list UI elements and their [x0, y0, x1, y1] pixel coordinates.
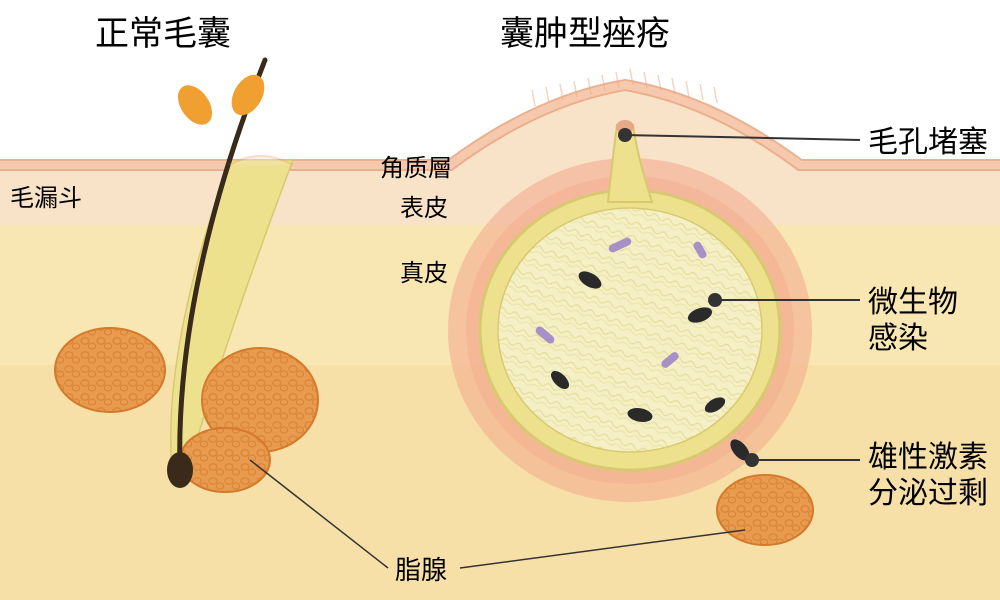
- label-microbial-l1: 微生物: [868, 286, 958, 319]
- label-dermis: 真皮: [400, 260, 448, 289]
- label-infundibulum: 毛漏斗: [10, 185, 82, 214]
- title-cystic-acne: 囊肿型痤疮: [500, 15, 670, 56]
- label-androgen-excess: 雄性激素 分泌过剩: [868, 440, 988, 512]
- label-epidermis: 表皮: [400, 195, 448, 224]
- diagram-canvas: [0, 0, 1000, 600]
- label-stratum-corneum: 角质層: [380, 155, 452, 184]
- label-pore-blockage: 毛孔堵塞: [868, 125, 988, 161]
- label-microbial-l2: 感染: [868, 322, 928, 355]
- label-sebaceous-gland: 脂腺: [395, 555, 447, 586]
- title-normal-follicle: 正常毛囊: [95, 15, 231, 56]
- label-androgen-l1: 雄性激素: [868, 441, 988, 474]
- label-androgen-l2: 分泌过剩: [868, 477, 988, 510]
- label-microbial-infection: 微生物 感染: [868, 285, 958, 357]
